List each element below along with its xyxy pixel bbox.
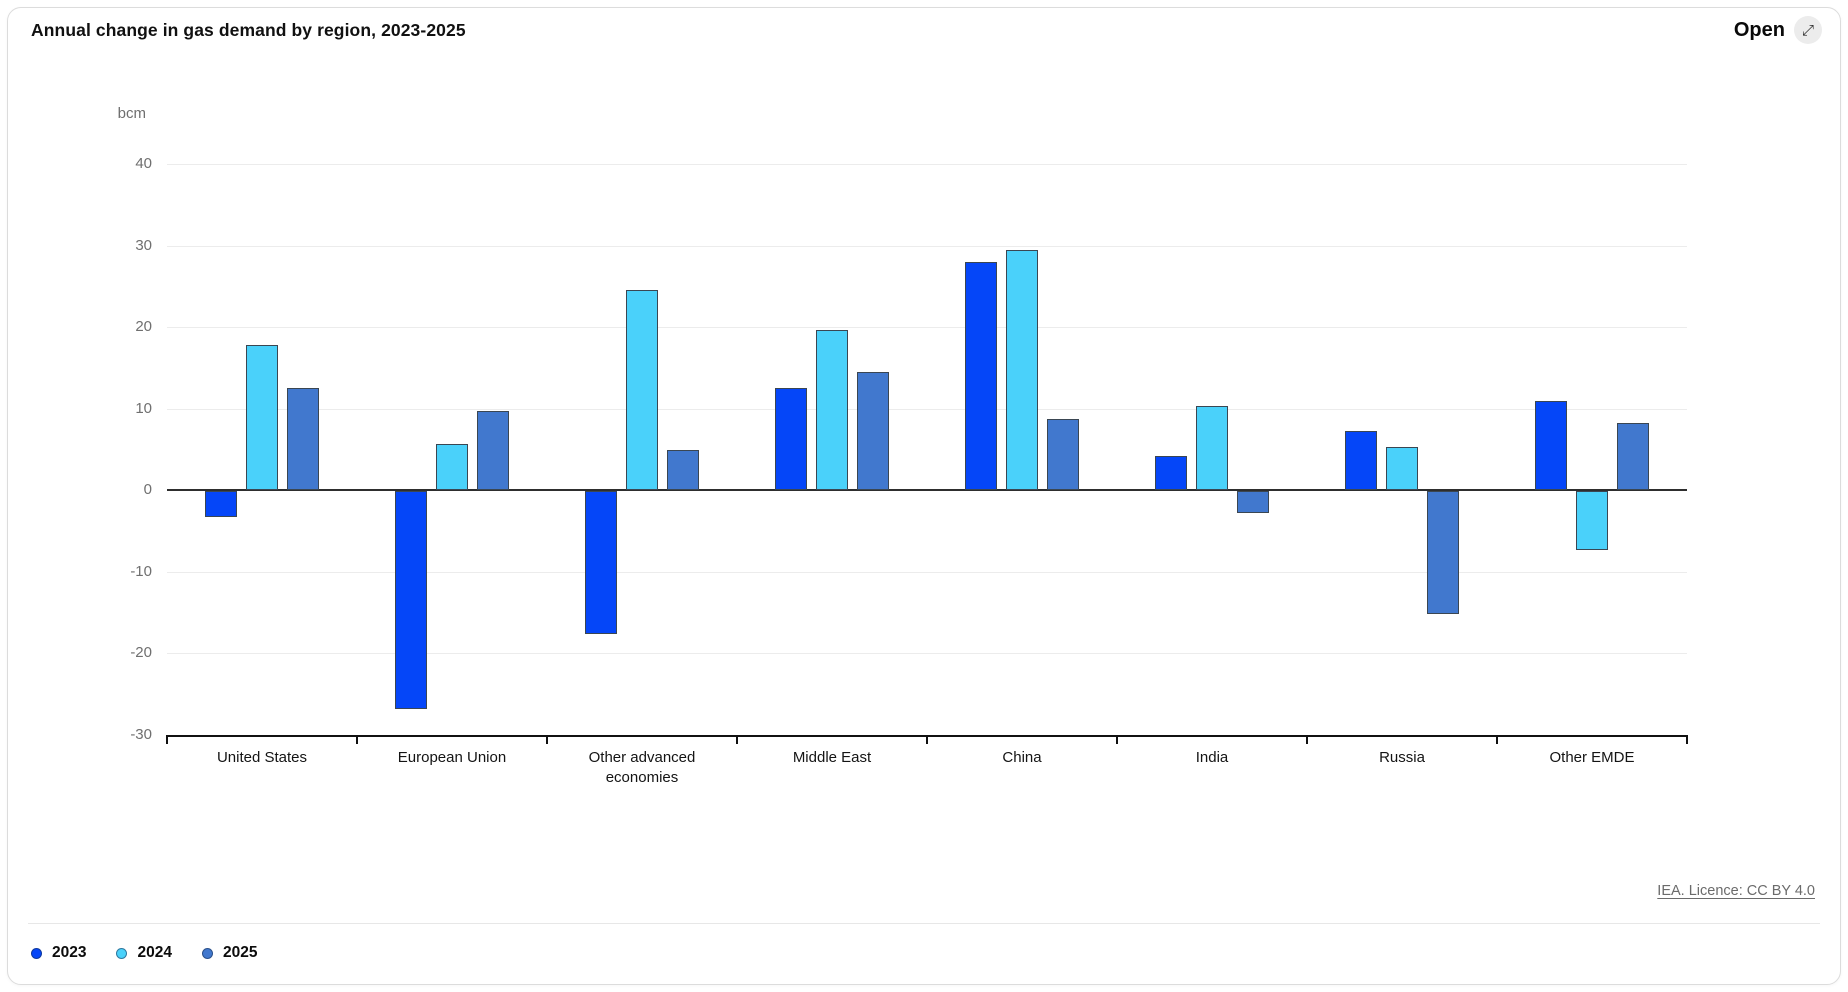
bar-2023-7[interactable]: [1535, 400, 1567, 491]
bar-2024-0[interactable]: [246, 345, 278, 491]
axis-tick: [356, 735, 358, 744]
category-label: Middle East: [792, 749, 872, 766]
zero-line: [167, 489, 1687, 492]
legend-label: 2025: [222, 944, 258, 961]
bar-2023-2[interactable]: [585, 491, 617, 635]
category-label: Other EMDE: [1549, 749, 1635, 766]
y-tick-label: -30: [130, 726, 152, 743]
axis-tick: [1686, 735, 1688, 744]
bar-2025-5[interactable]: [1237, 491, 1269, 514]
category-label: Other advanced economies: [588, 749, 696, 786]
open-button-label: Open: [1733, 18, 1785, 41]
bar-2025-7[interactable]: [1617, 423, 1649, 491]
category-label: United States: [216, 749, 308, 766]
axis-tick: [926, 735, 928, 744]
bar-2024-3[interactable]: [816, 330, 848, 491]
bar-2025-6[interactable]: [1427, 491, 1459, 614]
legend-dot: [31, 947, 42, 959]
open-button[interactable]: Open ⤢: [1734, 16, 1822, 44]
y-tick-label: 0: [143, 481, 152, 499]
bar-2023-5[interactable]: [1155, 456, 1187, 491]
legend-item-2023[interactable]: 2023: [31, 944, 86, 962]
bar-2025-4[interactable]: [1047, 419, 1079, 491]
legend: 2023 2024 2025: [31, 944, 257, 962]
legend-dot: [201, 947, 213, 959]
legend-item-2024[interactable]: 2024: [116, 944, 172, 962]
category-label: China: [1002, 749, 1042, 766]
bar-2024-5[interactable]: [1196, 406, 1228, 491]
gridline: [167, 653, 1687, 655]
gridline: [167, 164, 1687, 165]
attribution-link[interactable]: IEA. Licence: CC BY 4.0: [1657, 883, 1815, 899]
bar-2023-1[interactable]: [395, 491, 427, 710]
legend-label: 2024: [137, 944, 172, 961]
gridline: [167, 327, 1687, 329]
axis-tick: [1116, 735, 1118, 744]
y-tick-label: 30: [135, 236, 152, 254]
bar-2023-0[interactable]: [205, 491, 237, 517]
legend-item-2025[interactable]: 2025: [201, 944, 258, 962]
bar-2024-1[interactable]: [436, 443, 468, 491]
y-tick-label: 10: [135, 399, 152, 417]
gridline: [167, 571, 1687, 573]
y-tick-label: -20: [130, 644, 152, 662]
open-external-icon[interactable]: ⤢: [1794, 16, 1822, 44]
bar-2024-6[interactable]: [1386, 447, 1418, 491]
category-label: Russia: [1379, 749, 1425, 766]
legend-dot: [116, 947, 128, 959]
chart-title: Annual change in gas demand by region, 2…: [31, 20, 466, 40]
bar-2025-2[interactable]: [667, 450, 699, 491]
card: [7, 7, 1841, 985]
bar-2024-2[interactable]: [626, 290, 658, 491]
bar-2023-6[interactable]: [1345, 430, 1377, 491]
axis-tick: [736, 735, 738, 744]
category-label: European Union: [397, 749, 507, 766]
bar-2025-0[interactable]: [287, 388, 319, 491]
legend-label: 2023: [52, 944, 87, 961]
bar-2025-3[interactable]: [857, 372, 889, 491]
bar-2023-4[interactable]: [965, 261, 997, 491]
y-axis-unit-label: bcm: [117, 105, 146, 122]
axis-tick: [1496, 735, 1498, 744]
y-tick-label: -10: [130, 562, 152, 580]
axis-tick: [166, 735, 168, 744]
bar-2025-1[interactable]: [477, 411, 509, 491]
bar-2024-7[interactable]: [1576, 491, 1608, 550]
bar-2023-3[interactable]: [775, 388, 807, 491]
axis-tick: [546, 735, 548, 744]
gridline: [167, 408, 1687, 410]
bar-2024-4[interactable]: [1006, 249, 1038, 491]
y-tick-label: 40: [135, 155, 152, 172]
axis-tick: [1306, 735, 1308, 744]
footer-divider: [28, 923, 1820, 924]
y-tick-label: 20: [135, 318, 152, 336]
category-label: India: [1195, 749, 1229, 766]
gridline: [167, 245, 1687, 247]
